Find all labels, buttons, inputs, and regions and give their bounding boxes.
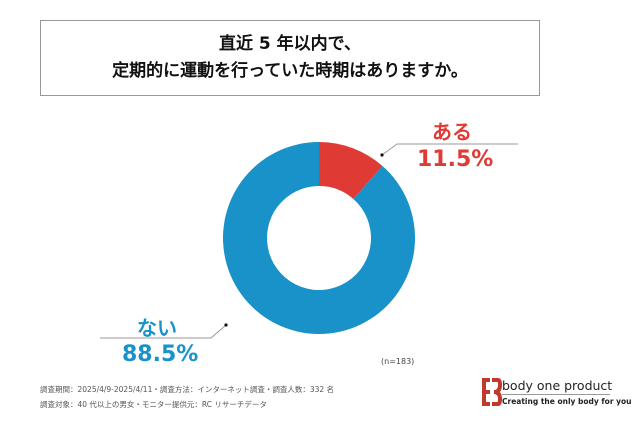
value-nai: 88.5% <box>122 342 199 367</box>
title-line-2: 定期的に運動を行っていた時期はありますか。 <box>112 61 468 81</box>
donut-slice-nai <box>222 142 416 335</box>
leader-line-nai <box>100 324 227 339</box>
leader-dot-aru <box>380 153 384 157</box>
survey-footer: 調査期間：2025/4/9-2025/4/11・調査方法：インターネット調査・調… <box>40 382 334 412</box>
label-aru: ある <box>432 120 472 144</box>
brand-divider <box>502 394 610 395</box>
label-nai: ない <box>137 316 177 340</box>
leader-line-aru <box>381 143 518 156</box>
brand-tagline: Creating the only body for you <box>502 397 632 406</box>
footer-line-2: 調査対象：40 代以上の男女・モニター提供元：RC リサーチデータ <box>40 400 267 409</box>
brand-name: body one product <box>502 378 613 393</box>
title-box: 直近 5 年以内で、 定期的に運動を行っていた時期はありますか。 <box>40 20 540 96</box>
donut-slice-aru <box>319 142 383 199</box>
brand-logo-icon <box>482 378 502 406</box>
footer-line-1: 調査期間：2025/4/9-2025/4/11・調査方法：インターネット調査・調… <box>40 385 335 394</box>
value-aru: 11.5% <box>417 147 494 172</box>
leader-dot-nai <box>224 323 228 327</box>
title-line-1: 直近 5 年以内で、 <box>219 34 361 54</box>
sample-size-note: (n=183) <box>381 357 415 366</box>
